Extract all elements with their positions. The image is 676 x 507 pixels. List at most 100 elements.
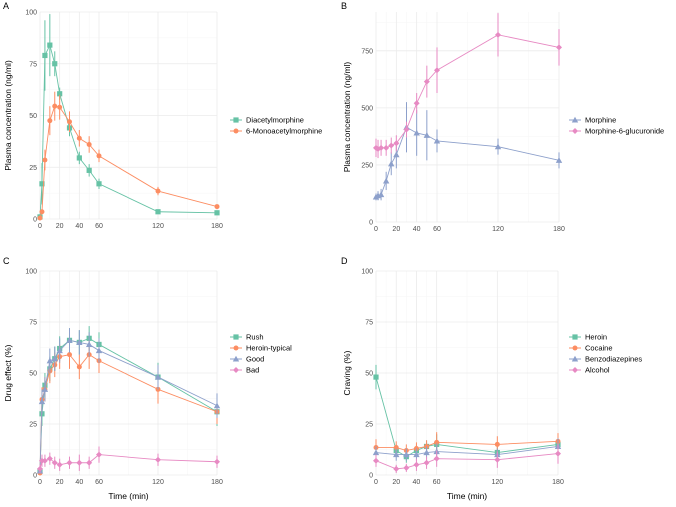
panel-c-series-good (36, 328, 221, 474)
panel-d-x-tick-label: 180 (552, 479, 564, 486)
legend-key-marker (571, 116, 579, 123)
panel-b-x-tick-label: 120 (492, 226, 504, 233)
legend-label: Benzodiazepines (585, 355, 642, 364)
panel-c-x-tick-label: 40 (75, 479, 83, 486)
panel-d-series-alcohol (373, 443, 561, 473)
panel-c-y-tick-label: 50 (29, 371, 37, 378)
legend-label: Diacetylmorphine (246, 116, 304, 125)
legend-key-marker (232, 355, 240, 362)
legend-key-marker (233, 345, 239, 351)
panel-c-series-bad (37, 446, 220, 473)
panel-b-legend: Morphine Morphine-6-glucuronide (569, 116, 664, 136)
data-point (393, 465, 400, 472)
data-point (373, 457, 379, 464)
data-point (413, 451, 420, 458)
panel-a-x-tick-label: 60 (95, 223, 103, 230)
legend-key-marker (572, 367, 578, 373)
panel-b-y-tick-label: 750 (361, 48, 373, 55)
data-point (47, 118, 53, 124)
data-point (214, 458, 220, 465)
legend-label: Cocaine (585, 344, 613, 353)
panel-label-d: D (341, 256, 348, 266)
data-point (37, 465, 43, 472)
panel-d-x-tick-label: 120 (491, 479, 503, 486)
data-point (434, 439, 440, 445)
panel-b-x-tick-label: 20 (392, 226, 400, 233)
panel-label-a: A (3, 1, 9, 11)
data-point (155, 456, 161, 463)
data-point (42, 52, 48, 59)
panel-c-x-tick-label: 0 (38, 479, 42, 486)
data-point (46, 455, 53, 462)
data-point (86, 167, 92, 173)
data-point (214, 210, 220, 216)
data-point (51, 459, 58, 466)
data-point (96, 181, 102, 187)
legend-label: Rush (246, 333, 264, 342)
data-point (46, 357, 54, 364)
legend-key-marker (233, 128, 239, 134)
panel-b-x-tick-label: 0 (374, 226, 378, 233)
data-point (423, 132, 431, 138)
panel-a-y-tick-label: 0 (33, 217, 37, 224)
legend-key-marker (571, 355, 579, 362)
data-point (76, 339, 83, 345)
panel-a-legend: Diacetylmorphine 6-Monoacetylmorphine (230, 116, 322, 136)
panel-a-y-tick-label: 75 (29, 61, 37, 68)
data-point (85, 341, 93, 347)
data-point (413, 129, 420, 136)
panel-d-y-tick-label: 75 (365, 320, 373, 327)
panel-d-x-tick-label: 20 (392, 479, 400, 486)
panel-label-c: C (3, 256, 10, 266)
panel-c-x-tick-label: 180 (211, 479, 223, 486)
data-point (41, 457, 48, 464)
data-point (39, 209, 45, 215)
legend-label: Heroin-typical (246, 344, 292, 353)
data-point (67, 352, 72, 358)
data-point (66, 459, 73, 466)
data-point (423, 449, 430, 456)
panel-c-chart: 0 20 40 60 120 180 0 25 50 75 100 Drug effect (%) Ti… (3, 269, 292, 502)
data-point (433, 137, 441, 144)
panel-d-y-tick-label: 100 (361, 269, 373, 276)
data-point (86, 459, 93, 466)
series-line (39, 43, 218, 217)
legend-label: 6-Monoacetylmorphine (246, 127, 322, 136)
data-point (76, 364, 82, 370)
panel-d-y-axis-title: Craving (%) (342, 350, 352, 395)
data-point (66, 337, 73, 343)
panel-a-x-tick-label: 120 (152, 223, 164, 230)
data-point (42, 157, 48, 163)
panel-d-y-tick-label: 50 (365, 371, 373, 378)
panel-d-y-tick-label: 0 (369, 473, 373, 480)
data-point (494, 441, 500, 447)
panel-a-series-6-monoacetylmorphine (37, 91, 220, 221)
panel-a-y-tick-label: 100 (25, 10, 37, 17)
legend-label: Good (246, 355, 264, 364)
data-point (555, 157, 563, 163)
panel-b-x-tick-label: 60 (433, 226, 441, 233)
panel-label-b: B (341, 1, 347, 11)
data-point (76, 459, 83, 466)
data-point (76, 155, 82, 161)
legend-key-marker (233, 367, 239, 373)
panel-d-chart: 0 20 40 60 120 180 0 25 50 75 100 Craving (%) Time (… (342, 269, 642, 502)
data-point (155, 209, 161, 215)
data-point (393, 151, 400, 158)
panel-a-y-axis-title: Plasma concentration (ng/ml) (3, 60, 13, 171)
panel-b-chart: 0 20 40 60 120 180 0 250 500 750 Plasma concentrat… (342, 12, 664, 233)
panel-b-y-tick-label: 0 (369, 220, 373, 227)
panel-c-x-tick-label: 120 (152, 479, 164, 486)
data-point (57, 104, 63, 110)
data-point (413, 100, 420, 107)
data-point (378, 144, 385, 151)
panel-d-x-tick-label: 60 (433, 479, 441, 486)
panel-a-y-tick-label: 50 (29, 113, 37, 120)
panel-a-chart: 0 20 40 60 120 180 0 25 50 75 100 Plasma concentrat… (3, 10, 322, 231)
panel-b-y-tick-label: 500 (361, 105, 373, 112)
data-point (403, 464, 410, 471)
data-point (393, 140, 400, 147)
data-point (214, 204, 220, 210)
panel-b-series-morphine (372, 102, 563, 201)
